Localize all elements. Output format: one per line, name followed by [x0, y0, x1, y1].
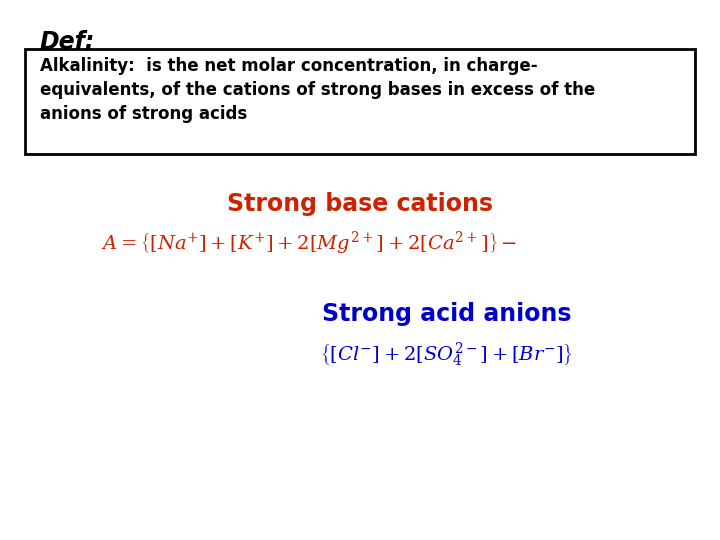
Text: Def:: Def:: [40, 30, 95, 53]
Text: $A = \left\{[Na^{+}]+[K^{+}]+2[Mg^{2+}]+2[Ca^{2+}]\right\}-$: $A = \left\{[Na^{+}]+[K^{+}]+2[Mg^{2+}]+…: [102, 230, 518, 256]
Text: Strong base cations: Strong base cations: [227, 192, 493, 215]
FancyBboxPatch shape: [25, 49, 695, 154]
Text: $\left\{[Cl^{-}]+2[SO_{4}^{2-}]+[Br^{-}]\right\}$: $\left\{[Cl^{-}]+2[SO_{4}^{2-}]+[Br^{-}]…: [320, 340, 572, 369]
Text: Alkalinity:  is the net molar concentration, in charge-
equivalents, of the cati: Alkalinity: is the net molar concentrati…: [40, 57, 595, 123]
Text: Strong acid anions: Strong acid anions: [322, 302, 571, 326]
